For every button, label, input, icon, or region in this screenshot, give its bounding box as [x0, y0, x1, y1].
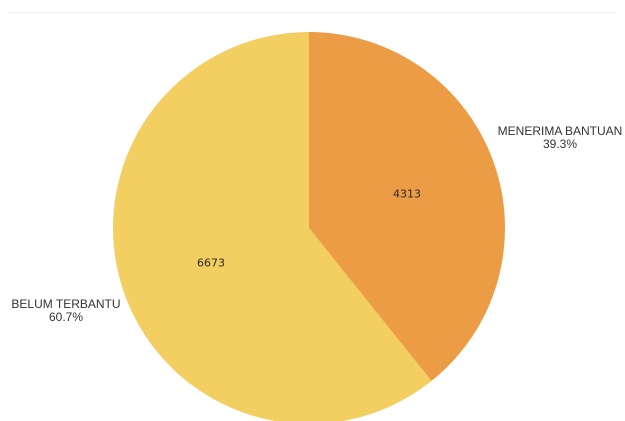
category-label-belum-terbantu: BELUM TERBANTU — [11, 297, 120, 311]
data-label-belum-terbantu: 6673 — [197, 256, 225, 269]
header-divider — [8, 12, 616, 13]
pie-slice-menerima-bantuan — [309, 32, 505, 382]
data-label-menerima-bantuan: 4313 — [393, 188, 421, 201]
percent-label-menerima-bantuan: 39.3% — [543, 137, 577, 151]
percent-label-belum-terbantu: 60.7% — [49, 310, 83, 324]
pie-slice-belum-terbantu — [113, 32, 432, 421]
category-label-menerima-bantuan: MENERIMA BANTUAN — [498, 124, 623, 138]
